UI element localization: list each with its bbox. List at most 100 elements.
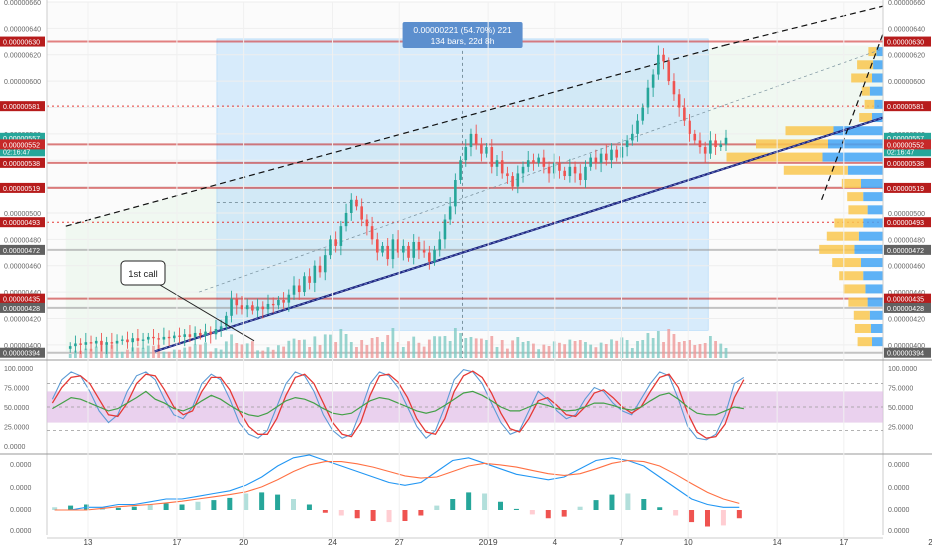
candle-body xyxy=(506,173,509,177)
volume-bar xyxy=(110,344,114,358)
candle-body xyxy=(568,166,572,177)
candle-body xyxy=(193,332,197,337)
candle-body xyxy=(199,332,202,336)
candle-body xyxy=(329,239,332,256)
candle-body xyxy=(110,342,114,344)
candle-body xyxy=(386,245,389,260)
volume-bar xyxy=(178,349,181,358)
left-level-badge-text: 02:16:47 xyxy=(3,149,30,156)
volume-bar xyxy=(334,342,338,358)
left-level-badge-text: 0.00000519 xyxy=(3,186,40,193)
candle-body xyxy=(126,339,129,343)
volume-bar xyxy=(667,329,671,358)
x-axis-tick: 17 xyxy=(172,538,181,547)
left-level-badge xyxy=(0,157,45,168)
candle-body xyxy=(292,285,296,295)
macd-histogram-bar xyxy=(593,500,599,510)
right-level-badge xyxy=(884,293,931,304)
volume-profile-bar-down xyxy=(783,165,848,175)
left-level-badge-text: 0.00000538 xyxy=(3,161,40,168)
volume-profile-bar-up xyxy=(863,218,883,228)
volume-bar xyxy=(89,348,93,358)
macd-histogram-bar xyxy=(211,500,217,510)
candle-body xyxy=(136,338,140,341)
channel-upper-extension xyxy=(723,0,911,47)
candle-body xyxy=(422,249,426,253)
candle-body xyxy=(657,54,660,75)
left-level-badge-text: 0.00000435 xyxy=(3,297,40,304)
volume-bar xyxy=(630,348,634,358)
right-level-badge xyxy=(884,101,931,112)
volume-bar xyxy=(329,334,332,358)
volume-profile-bar-down xyxy=(848,297,868,307)
candle-body xyxy=(490,147,494,167)
volume-bar xyxy=(693,345,697,358)
candle-body xyxy=(245,305,249,310)
volume-bar xyxy=(490,336,494,358)
right-level-badge xyxy=(884,139,931,150)
macd-histogram-bar xyxy=(625,493,631,510)
right-price-tick: 0.00000500 xyxy=(888,211,925,218)
volume-bar xyxy=(584,342,587,358)
volume-bar xyxy=(193,344,197,358)
macd-left-tick: 0.0000 xyxy=(10,528,32,535)
candle-body xyxy=(578,173,582,180)
right-level-badge-text: 0.00000472 xyxy=(887,248,924,255)
x-axis-tick: 4 xyxy=(553,538,558,547)
volume-profile-bar-down xyxy=(841,178,861,188)
candle-body xyxy=(526,160,530,167)
volume-bar xyxy=(610,339,613,358)
volume-bar xyxy=(511,340,515,358)
candle-body xyxy=(485,147,488,154)
volume-profile-bar-up xyxy=(872,113,883,123)
candle-body xyxy=(469,133,473,148)
volume-bar xyxy=(599,342,603,358)
volume-bar xyxy=(407,341,410,358)
candle-body xyxy=(412,241,416,258)
right-level-badge-text: 0.00000581 xyxy=(887,104,924,111)
right-level-badge xyxy=(884,157,931,168)
volume-bar xyxy=(240,344,244,358)
volume-profile-bar-up xyxy=(863,192,883,202)
left-price-tick: 0.00000460 xyxy=(4,264,41,271)
volume-bar xyxy=(532,343,535,358)
stoch-right-tick: 50.0000 xyxy=(888,405,913,412)
candle-body xyxy=(516,173,520,187)
macd-histogram-bar xyxy=(147,504,153,510)
candle-body xyxy=(709,140,712,154)
volume-profile-bar-up xyxy=(828,139,883,149)
candle-body xyxy=(683,107,686,121)
candle-body xyxy=(573,166,577,174)
volume-bar xyxy=(589,344,593,358)
macd-histogram-bar xyxy=(720,510,726,526)
candle-body xyxy=(360,206,363,220)
macd-histogram-bar xyxy=(418,510,424,516)
volume-bar xyxy=(152,345,155,358)
candle-body xyxy=(443,219,447,240)
macd-histogram-bar xyxy=(657,507,663,510)
candle-body xyxy=(547,166,551,174)
volume-bar xyxy=(604,344,608,358)
candle-body xyxy=(370,226,374,240)
macd-histogram-bar xyxy=(402,510,408,521)
candle-body xyxy=(256,306,259,311)
volume-bar xyxy=(204,342,207,358)
candle-body xyxy=(141,339,145,341)
volume-bar xyxy=(443,336,447,358)
macd-histogram-bar xyxy=(704,510,710,527)
volume-profile-bar-down xyxy=(726,152,823,162)
left-price-tick: 0.00000600 xyxy=(4,79,41,86)
macd-histogram-bar xyxy=(131,506,137,510)
left-level-badge xyxy=(0,347,45,358)
volume-bar xyxy=(459,333,462,358)
volume-profile-bar-up xyxy=(869,310,883,320)
x-axis-tick: 10 xyxy=(684,538,693,547)
candle-body xyxy=(724,137,728,145)
volume-profile-bar-up xyxy=(874,99,883,109)
macd-histogram-bar xyxy=(322,510,328,513)
candle-body xyxy=(646,87,650,108)
macd-right-tick: 0.0000 xyxy=(888,485,910,492)
candle-body xyxy=(115,340,119,344)
candle-body xyxy=(667,61,671,82)
